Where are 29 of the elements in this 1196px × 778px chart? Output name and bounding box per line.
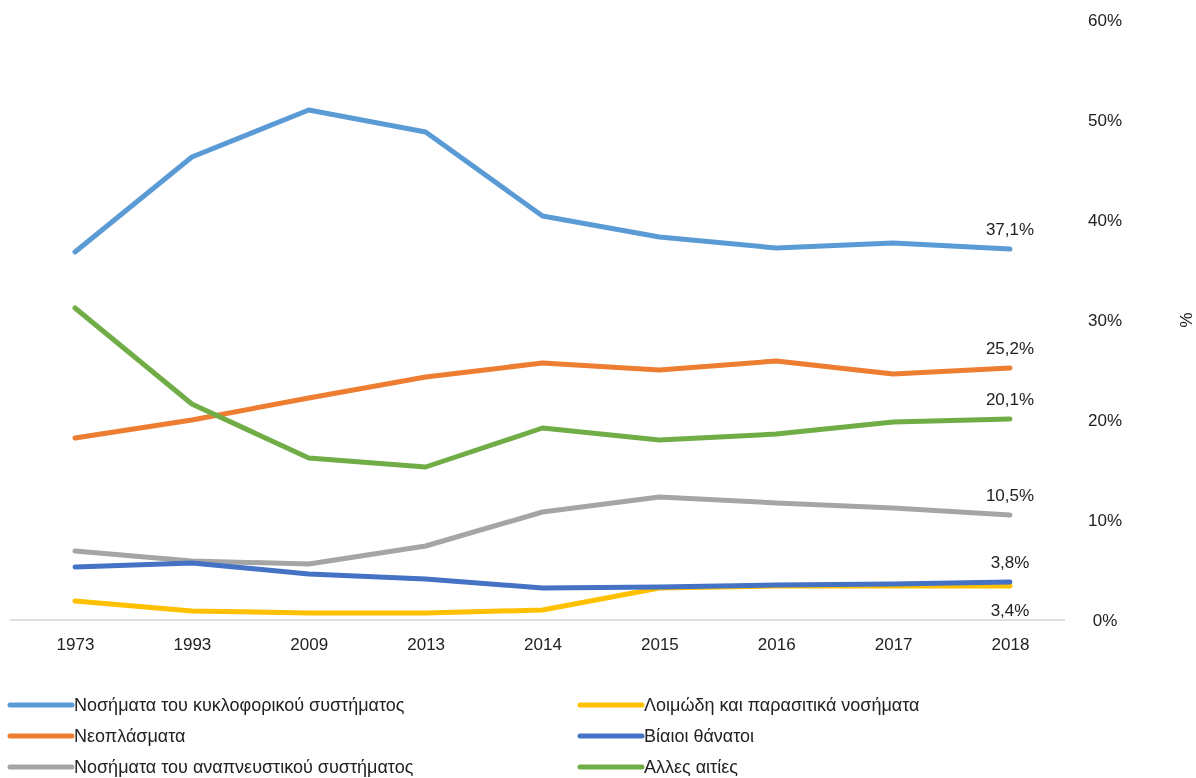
x-tick-label: 2013 — [407, 635, 446, 655]
data-label: 20,1% — [985, 390, 1035, 409]
y-tick-label: 60% — [1087, 10, 1123, 30]
x-tick-label: 1993 — [173, 635, 212, 655]
x-tick-label: 2016 — [757, 635, 796, 655]
x-tick-label: 1973 — [56, 635, 95, 655]
legend-label: Λοιμώδη και παρασιτικά νοσήματα — [644, 695, 920, 715]
legend-label: Νοσήματα του κυκλοφορικού συστήματος — [74, 695, 405, 715]
x-tick-label: 2018 — [991, 635, 1030, 655]
legend-label: Αλλες αιτίες — [644, 757, 739, 777]
y-tick-label: 50% — [1087, 110, 1123, 130]
y-tick-label: 40% — [1087, 210, 1123, 230]
data-label: 37,1% — [985, 220, 1035, 239]
data-label: 10,5% — [985, 486, 1035, 505]
data-label: 3,8% — [990, 553, 1030, 572]
y-tick-label: 10% — [1087, 510, 1123, 530]
x-tick-label: 2017 — [874, 635, 913, 655]
legend-label: Νεοπλάσματα — [74, 726, 186, 746]
x-tick-label: 2015 — [640, 635, 679, 655]
legend-label: Βίαιοι θάνατοι — [644, 726, 755, 746]
y-axis-title: % — [1176, 312, 1195, 328]
data-label: 3,4% — [990, 601, 1030, 620]
y-tick-label: 0% — [1092, 610, 1118, 630]
legend-label: Νοσήματα του αναπνευστικού συστήματος — [74, 757, 414, 777]
data-label: 25,2% — [985, 339, 1035, 358]
y-tick-label: 20% — [1087, 410, 1123, 430]
x-tick-label: 2014 — [524, 635, 562, 655]
x-tick-label: 2009 — [290, 635, 329, 655]
y-tick-label: 30% — [1087, 310, 1123, 330]
